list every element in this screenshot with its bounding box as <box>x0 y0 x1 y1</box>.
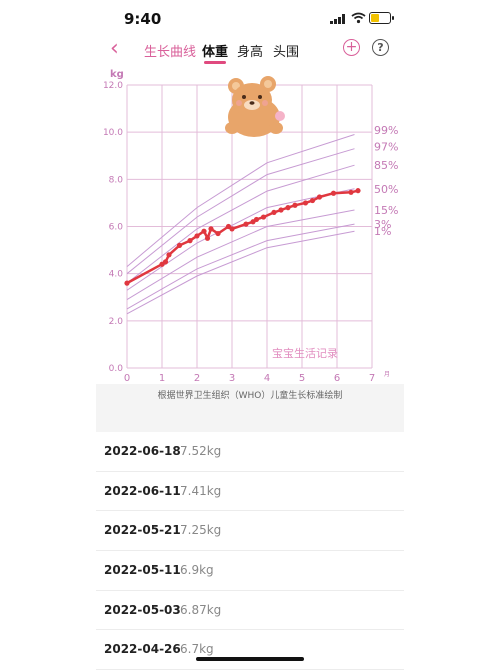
who-standard-text: 根据世界卫生组织（WHO）儿童生长标准绘制 <box>157 391 343 401</box>
weight-data-point <box>309 197 316 204</box>
help-button[interactable]: ? <box>372 39 389 56</box>
weight-data-point <box>330 190 337 196</box>
status-time: 9:40 <box>124 10 162 28</box>
x-tick-label: 2 <box>194 373 200 384</box>
record-row[interactable]: 2022-05-03 6.87kg <box>96 591 404 631</box>
y-axis-unit: kg <box>110 69 124 80</box>
weight-data-point <box>355 188 361 194</box>
tab-height[interactable]: 身高 <box>237 45 264 60</box>
record-weight: 6.87kg <box>180 602 222 617</box>
weight-data-point <box>204 235 211 241</box>
weight-data-point <box>187 238 193 244</box>
x-tick-label: 7 <box>369 373 375 384</box>
chevron-left-icon[interactable]: ‹ <box>110 36 119 61</box>
percentile-curve <box>126 148 355 275</box>
tab-growth-curve[interactable]: 生长曲线 <box>144 45 197 60</box>
weight-data-point <box>271 209 277 215</box>
record-weight: 7.41kg <box>180 483 222 498</box>
x-axis-unit: 月 <box>384 371 390 378</box>
status-bar: 9:40 <box>0 0 500 36</box>
bear-sticker-icon <box>225 76 285 137</box>
percentile-label: 15% <box>374 204 398 217</box>
weight-data-point <box>302 200 309 206</box>
weight-data-point <box>316 194 323 200</box>
weight-data-point <box>166 252 172 258</box>
percentile-curve <box>126 223 355 310</box>
record-row[interactable]: 2022-05-21 7.25kg <box>96 511 404 552</box>
x-tick-label: 3 <box>229 373 235 384</box>
x-tick-label: 0 <box>124 373 130 384</box>
add-record-button[interactable]: + <box>343 39 360 56</box>
y-tick-label: 4.0 <box>109 270 124 280</box>
percentile-label: 3% <box>374 218 391 231</box>
percentile-label: 85% <box>374 159 398 172</box>
weight-data-point <box>285 205 291 211</box>
weight-data-point <box>229 226 235 232</box>
x-tick-label: 5 <box>299 373 305 384</box>
percentile-curve <box>126 188 355 291</box>
tab-head-circumference[interactable]: 头围 <box>273 45 300 60</box>
weight-data-point <box>260 214 267 220</box>
record-date: 2022-04-26 <box>104 642 181 657</box>
percentile-label: 50% <box>374 183 398 196</box>
y-tick-label: 8.0 <box>109 175 124 185</box>
active-tab-indicator <box>204 61 226 64</box>
weight-data-point <box>194 233 200 239</box>
x-tick-label: 4 <box>264 373 270 384</box>
y-tick-label: 10.0 <box>103 128 123 138</box>
top-navigation: ‹ 生长曲线 体重 身高 头围 + ? <box>0 36 500 66</box>
percentile-label: 97% <box>374 140 398 153</box>
record-weight: 7.52kg <box>180 444 222 458</box>
percentile-label: 99% <box>374 124 398 137</box>
weight-data-point <box>253 216 260 223</box>
percentile-curve <box>126 230 355 315</box>
cellular-signal-icon <box>330 14 345 24</box>
record-row[interactable]: 2022-04-26 6.7kg <box>96 630 404 670</box>
x-tick-label: 1 <box>159 373 165 384</box>
weight-records-list: 2022-06-18 7.52kg 2022-06-11 7.41kg 2022-05-… <box>96 432 404 670</box>
wifi-icon <box>351 12 366 24</box>
percentile-label: 1% <box>374 225 391 238</box>
y-tick-label: 0.0 <box>109 364 124 374</box>
weight-data-point <box>162 259 169 265</box>
record-date: 2022-06-11 <box>104 483 181 498</box>
weight-data-point <box>176 242 183 248</box>
weight-data-point <box>201 228 207 234</box>
record-weight: 7.25kg <box>180 523 222 538</box>
record-date: 2022-05-11 <box>104 563 181 578</box>
record-date: 2022-05-03 <box>104 602 181 617</box>
home-indicator <box>196 657 304 661</box>
who-standard-note: 根据世界卫生组织（WHO）儿童生长标准绘制 <box>96 384 404 432</box>
weight-data-point <box>278 207 284 213</box>
record-row[interactable]: 2022-06-11 7.41kg <box>96 472 404 512</box>
percentile-curve <box>126 164 355 284</box>
record-weight: 6.7kg <box>180 642 214 657</box>
weight-data-point <box>292 202 298 208</box>
watermark-text: 宝宝生活记录 <box>272 347 338 360</box>
weight-data-point <box>208 226 214 232</box>
weight-data-point <box>124 280 130 286</box>
battery-icon <box>369 12 394 24</box>
y-tick-label: 2.0 <box>109 317 124 327</box>
tab-weight[interactable]: 体重 <box>202 45 229 60</box>
weight-data-point <box>348 189 354 195</box>
x-tick-label: 6 <box>334 373 340 384</box>
y-tick-label: 12.0 <box>103 81 123 91</box>
record-row[interactable]: 2022-06-18 7.52kg <box>96 432 404 472</box>
record-row[interactable]: 2022-05-11 6.9kg <box>96 551 404 591</box>
weight-data-point <box>215 230 221 237</box>
y-tick-label: 6.0 <box>109 223 124 233</box>
record-date: 2022-05-21 <box>104 523 181 538</box>
percentile-curve <box>126 134 355 267</box>
record-weight: 6.9kg <box>180 563 214 578</box>
record-date: 2022-06-18 <box>104 444 181 458</box>
percentile-curve <box>126 209 355 301</box>
weight-data-point <box>243 221 249 227</box>
